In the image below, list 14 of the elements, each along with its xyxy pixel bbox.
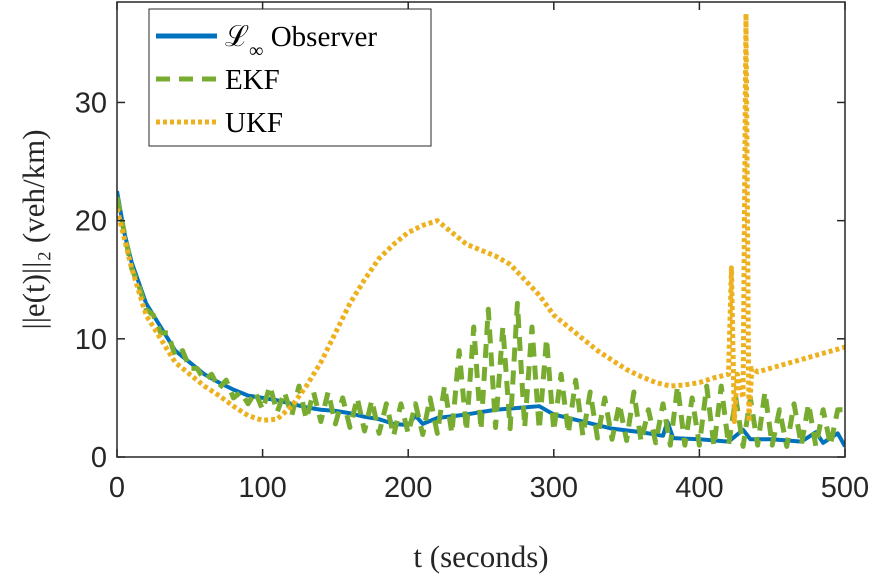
y-axis-title: ||e(t)||₂ (veh/km) bbox=[16, 129, 51, 330]
x-tick-label: 500 bbox=[820, 472, 870, 504]
y-tick-label: 20 bbox=[74, 206, 107, 238]
x-axis-title: t (seconds) bbox=[413, 539, 549, 574]
x-tick-label: 300 bbox=[530, 472, 578, 504]
y-tick-label: 0 bbox=[90, 442, 107, 474]
x-tick-label: 200 bbox=[384, 472, 432, 504]
legend-label: ℒ$_{∞}$ Observer bbox=[225, 21, 378, 62]
legend-label: EKF bbox=[225, 64, 280, 96]
x-tick-label: 400 bbox=[675, 472, 724, 504]
y-tick-label: 10 bbox=[74, 324, 107, 356]
y-tick-label: 30 bbox=[74, 87, 107, 120]
legend-label: UKF bbox=[225, 107, 284, 139]
x-tick-label: 100 bbox=[238, 472, 287, 504]
